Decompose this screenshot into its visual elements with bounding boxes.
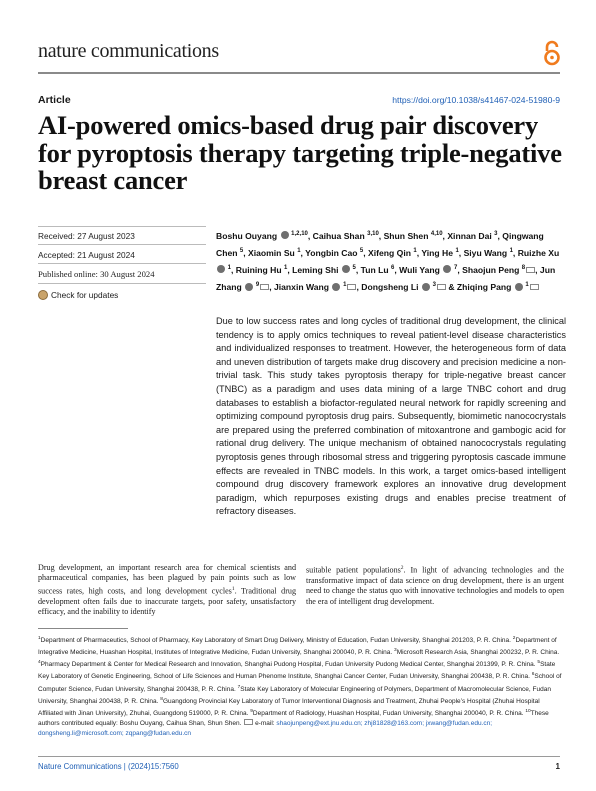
check-updates-label: Check for updates: [51, 290, 119, 300]
author-name[interactable]: Xinnan Dai: [447, 230, 492, 241]
author-list: Boshu Ouyang 1,2,10, Caihua Shan 3,10, S…: [216, 230, 560, 293]
divider: [38, 226, 206, 227]
orcid-icon[interactable]: [443, 265, 452, 274]
email-label: e-mail:: [253, 720, 277, 728]
author-name[interactable]: Ruining Hu: [235, 264, 282, 275]
author-name[interactable]: Jun Zhang: [216, 264, 556, 293]
journal-name: nature communications: [38, 40, 219, 62]
author-affiliation-ref: 1: [284, 265, 288, 272]
mail-icon[interactable]: [436, 284, 446, 291]
author-name[interactable]: Siyu Wang: [463, 247, 508, 258]
affiliation-item: Department of Radiology, Huashan Hospita…: [252, 710, 524, 718]
orcid-icon[interactable]: [421, 282, 430, 291]
orcid-icon[interactable]: [245, 282, 254, 291]
mail-icon[interactable]: [347, 284, 357, 291]
affiliation-item: School of Computer Science, Fudan Univer…: [38, 673, 562, 693]
accepted-date: Accepted: 21 August 2024: [38, 250, 135, 260]
affiliation-item: Pharmacy Department & Center for Medical…: [40, 661, 536, 669]
footnote-rule: [38, 628, 128, 629]
author-affiliation-ref: 1: [413, 248, 417, 255]
author-affiliation-ref: 3: [430, 282, 436, 289]
article-title: AI-powered omics-based drug pair discove…: [38, 110, 562, 195]
divider: [38, 263, 206, 264]
mail-icon[interactable]: [529, 284, 539, 291]
body-column-right: suitable patient populations2. In light …: [306, 565, 564, 606]
author-name[interactable]: Ruizhe Xu: [517, 247, 560, 258]
author-name[interactable]: Zhiqing Pang: [456, 282, 512, 293]
author-name[interactable]: Boshu Ouyang: [216, 230, 278, 241]
author-name[interactable]: Xifeng Qin: [368, 247, 411, 258]
author-affiliation-ref: 1: [226, 265, 232, 272]
orcid-icon[interactable]: [280, 231, 289, 240]
footer-rule: [38, 756, 560, 757]
author-name[interactable]: Ying He: [421, 247, 454, 258]
author-affiliation-ref: 5: [359, 248, 364, 255]
author-affiliation-ref: 1,2,10: [289, 231, 308, 237]
author-name[interactable]: Shun Shen: [383, 230, 429, 241]
header-rule: [38, 72, 560, 74]
footer-citation[interactable]: Nature Communications | (2024)15:7560: [38, 762, 179, 771]
mail-icon[interactable]: [526, 266, 536, 273]
mail-icon: [244, 719, 254, 726]
affiliations: 1Department of Pharmaceutics, School of …: [38, 636, 562, 738]
author-affiliation-ref: 5: [350, 265, 356, 272]
mail-icon[interactable]: [260, 284, 270, 291]
orcid-icon[interactable]: [341, 265, 350, 274]
author-affiliation-ref: 4,10: [430, 231, 443, 237]
author-name[interactable]: Dongsheng Li: [361, 282, 419, 293]
affiliation-item: Guangdong Provincial Key Laboratory of T…: [38, 697, 540, 718]
author-name[interactable]: Leming Shi: [292, 264, 339, 275]
author-name[interactable]: Xiaomin Su: [248, 247, 295, 258]
author-affiliation-ref: 1: [455, 248, 459, 255]
author-affiliation-ref: 1: [509, 248, 513, 255]
author-affiliation-ref: 7: [452, 265, 458, 272]
author-name[interactable]: Qingwang Chen: [216, 230, 544, 258]
affiliation-item: Department of Integrative Medicine, Huas…: [38, 637, 557, 657]
open-access-icon[interactable]: [543, 40, 561, 66]
orcid-icon[interactable]: [217, 265, 225, 274]
author-affiliation-ref: 8: [521, 265, 526, 272]
author-affiliation-ref: 1: [341, 282, 347, 289]
affiliation-item: Microsoft Research Asia, Shanghai 200232…: [396, 649, 560, 657]
body-column-left: Drug development, an important research …: [38, 563, 296, 616]
affiliation-item: Department of Pharmaceutics, School of P…: [40, 637, 511, 645]
author-affiliation-ref: 5: [239, 248, 244, 255]
article-type: Article: [38, 94, 71, 106]
affiliation-item: State Key Laboratory of Genetic Engineer…: [38, 661, 556, 681]
received-date: Received: 27 August 2023: [38, 231, 135, 241]
author-affiliation-ref: 6: [391, 265, 395, 272]
divider: [38, 244, 206, 245]
author-name[interactable]: Caihua Shan: [312, 230, 365, 241]
author-affiliation-ref: 9: [254, 282, 260, 289]
published-date: Published online: 30 August 2024: [38, 269, 155, 279]
affiliation-item: State Key Laboratory of Molecular Engine…: [38, 685, 551, 705]
affiliation-item: These authors contributed equally: Boshu…: [38, 710, 549, 728]
author-name[interactable]: Tun Lu: [360, 264, 389, 275]
page-number: 1: [555, 762, 560, 771]
orcid-icon[interactable]: [514, 282, 523, 291]
email-links[interactable]: shaojunpeng@ext.jnu.edu.cn; zhj81828@163…: [38, 720, 493, 738]
author-name[interactable]: Shaojun Peng: [462, 264, 520, 275]
author-affiliation-ref: 3,10: [367, 231, 379, 237]
check-updates-icon: [38, 290, 48, 300]
author-name[interactable]: Jianxin Wang: [273, 282, 330, 293]
divider: [38, 283, 206, 284]
author-name[interactable]: Wuli Yang: [399, 264, 440, 275]
author-affiliation-ref: 1: [523, 282, 529, 289]
check-updates-button[interactable]: Check for updates: [38, 290, 118, 300]
author-name[interactable]: Yongbin Cao: [305, 247, 358, 258]
orcid-icon[interactable]: [332, 282, 341, 291]
author-affiliation-ref: 3: [494, 231, 498, 237]
doi-link[interactable]: https://doi.org/10.1038/s41467-024-51980…: [392, 95, 560, 105]
abstract: Due to low success rates and long cycles…: [216, 316, 566, 517]
author-affiliation-ref: 1: [297, 248, 301, 255]
